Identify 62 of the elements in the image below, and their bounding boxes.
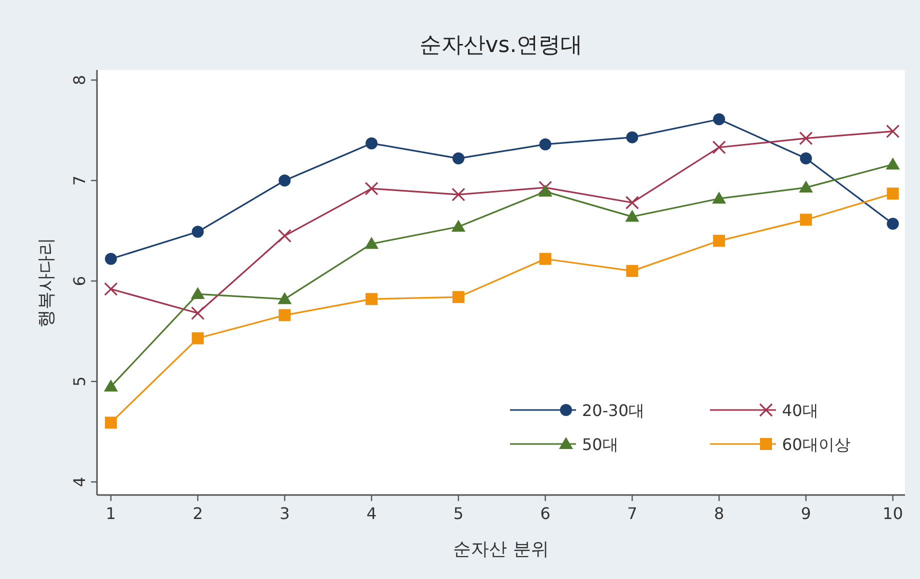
y-tick-label: 4 xyxy=(70,476,89,488)
point xyxy=(364,236,379,249)
point xyxy=(278,174,291,187)
point xyxy=(104,416,117,429)
point xyxy=(713,113,726,126)
x-tick-label: 7 xyxy=(627,504,638,523)
point xyxy=(538,180,552,194)
y-axis-title: 행복사다리 xyxy=(36,238,57,328)
point xyxy=(538,184,552,197)
point xyxy=(886,188,899,200)
point xyxy=(539,252,552,265)
point xyxy=(799,132,813,146)
point xyxy=(278,309,291,322)
point xyxy=(452,188,466,202)
point xyxy=(366,293,378,306)
point xyxy=(192,332,204,344)
legend-label: 60대이상 xyxy=(782,435,850,454)
point xyxy=(364,182,378,196)
x-tick-label: 8 xyxy=(714,504,724,523)
point xyxy=(800,152,812,164)
x-tick-label: 1 xyxy=(106,504,116,523)
point xyxy=(626,264,638,277)
point xyxy=(886,124,900,138)
point xyxy=(798,180,813,193)
chart-title: 순자산vs.연령대 xyxy=(419,33,583,58)
legend-label: 50대 xyxy=(582,435,618,454)
point xyxy=(278,292,292,304)
point xyxy=(886,157,900,170)
point xyxy=(800,214,812,226)
point xyxy=(713,234,726,247)
x-tick-label: 4 xyxy=(366,504,377,523)
point xyxy=(104,252,117,265)
x-tick-label: 9 xyxy=(800,504,812,523)
point xyxy=(712,192,726,204)
legend-label: 20-30대 xyxy=(582,401,644,420)
point xyxy=(104,282,118,296)
x-axis-title: 순자산 분위 xyxy=(453,539,549,560)
x-tick-label: 2 xyxy=(192,504,203,523)
x-tick-label: 5 xyxy=(453,504,464,523)
y-tick-label: 7 xyxy=(70,175,89,186)
point xyxy=(451,220,466,232)
point xyxy=(539,138,552,150)
point xyxy=(190,287,205,300)
x-tick-label: 3 xyxy=(280,504,290,523)
point xyxy=(625,196,639,210)
legend-label: 40대 xyxy=(782,401,818,420)
y-tick-label: 5 xyxy=(70,376,89,387)
point xyxy=(366,137,378,150)
point xyxy=(452,152,464,164)
y-tick-label: 6 xyxy=(70,276,89,286)
point xyxy=(278,228,292,243)
point xyxy=(626,131,638,144)
point xyxy=(452,291,464,304)
y-tick-label: 8 xyxy=(70,74,89,86)
point xyxy=(886,218,899,230)
point xyxy=(104,379,118,392)
point xyxy=(625,210,640,222)
point xyxy=(190,306,205,320)
x-tick-label: 6 xyxy=(540,504,550,523)
x-tick-label: 10 xyxy=(882,504,904,523)
point xyxy=(192,226,204,238)
point xyxy=(712,140,726,154)
